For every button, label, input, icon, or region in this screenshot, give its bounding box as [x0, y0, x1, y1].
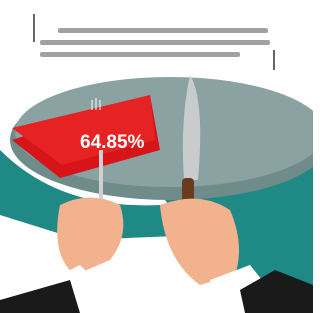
slice-label: 64.85% — [80, 132, 145, 153]
illustration: 64.85% — [0, 0, 313, 313]
page: {"slice_label": "64.85%"} 64.85% (() => … — [0, 0, 320, 313]
caption-blur — [40, 28, 270, 57]
fork — [99, 150, 103, 205]
